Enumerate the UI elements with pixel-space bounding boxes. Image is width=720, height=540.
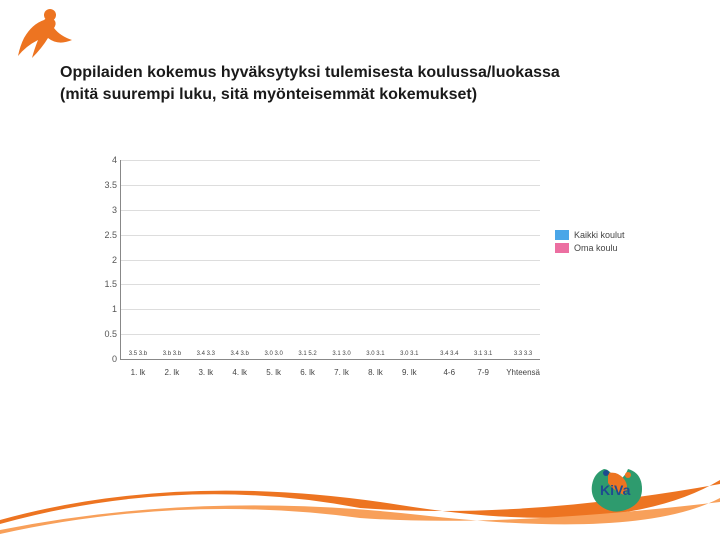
bar-value-label: 3.4 [231, 351, 239, 357]
bar-value-label: 3.4 [197, 351, 205, 357]
ytick-label: 0 [93, 354, 117, 364]
bar-value-label: 3.0 [342, 351, 350, 357]
gridline [121, 235, 540, 236]
bar-value-label: 5.2 [308, 351, 316, 357]
x-axis-label: 4-6 [443, 368, 455, 377]
bar-value-label: 3.0 [274, 351, 282, 357]
x-axis-label: 5. lk [266, 368, 281, 377]
bar-value-label: 3.1 [474, 351, 482, 357]
legend-label-all: Kaikki koulut [574, 230, 625, 240]
bar-value-label: 3.1 [376, 351, 384, 357]
x-axis-label: Yhteensä [506, 368, 540, 377]
title-line-1: Oppilaiden kokemus hyväksytyksi tulemise… [60, 62, 680, 84]
bar-value-label: 3.b [173, 351, 181, 357]
bar-value-label: 3.b [241, 351, 249, 357]
x-axis-label: 1. lk [131, 368, 146, 377]
ytick-label: 4 [93, 155, 117, 165]
gridline [121, 309, 540, 310]
legend-swatch-own [555, 243, 569, 253]
gridline [121, 284, 540, 285]
bar-value-label: 3.3 [524, 351, 532, 357]
title-line-2: (mitä suurempi luku, sitä myönteisemmät … [60, 84, 680, 106]
x-axis-label: 8. lk [368, 368, 383, 377]
ytick-label: 1.5 [93, 279, 117, 289]
legend-item-own: Oma koulu [555, 243, 625, 253]
gridline [121, 185, 540, 186]
bar-value-label: 3.4 [440, 351, 448, 357]
ytick-label: 3.5 [93, 180, 117, 190]
bar-value-label: 3.b [139, 351, 147, 357]
x-axis-label: 9. lk [402, 368, 417, 377]
chart-plot: 3.53.b1. lk3.b3.b2. lk3.43.33. lk3.43.b4… [120, 160, 540, 360]
gridline [121, 334, 540, 335]
kiva-logo: KiVa [584, 459, 648, 522]
ytick-label: 2.5 [93, 230, 117, 240]
legend-item-all: Kaikki koulut [555, 230, 625, 240]
bar-value-label: 3.3 [514, 351, 522, 357]
ytick-label: 2 [93, 255, 117, 265]
ytick-label: 0.5 [93, 329, 117, 339]
gridline [121, 210, 540, 211]
legend-label-own: Oma koulu [574, 243, 618, 253]
bar-value-label: 3.0 [366, 351, 374, 357]
gridline [121, 160, 540, 161]
bar-value-label: 3.5 [129, 351, 137, 357]
legend-swatch-all [555, 230, 569, 240]
bar-value-label: 3.4 [450, 351, 458, 357]
x-axis-label: 7. lk [334, 368, 349, 377]
x-axis-label: 6. lk [300, 368, 315, 377]
ytick-label: 1 [93, 304, 117, 314]
bar-value-label: 3.0 [264, 351, 272, 357]
ytick-label: 3 [93, 205, 117, 215]
page-title: Oppilaiden kokemus hyväksytyksi tulemise… [60, 62, 680, 105]
chart-legend: Kaikki koulut Oma koulu [555, 230, 625, 256]
bar-value-label: 3.1 [410, 351, 418, 357]
x-axis-label: 2. lk [165, 368, 180, 377]
bar-value-label: 3.1 [332, 351, 340, 357]
acceptance-chart: 3.53.b1. lk3.b3.b2. lk3.43.33. lk3.43.b4… [90, 160, 630, 390]
gridline [121, 260, 540, 261]
bar-value-label: 3.0 [400, 351, 408, 357]
x-axis-label: 7-9 [477, 368, 489, 377]
x-axis-label: 3. lk [198, 368, 213, 377]
kiva-logo-text: KiVa [600, 482, 631, 498]
bar-value-label: 3.b [163, 351, 171, 357]
x-axis-label: 4. lk [232, 368, 247, 377]
bar-value-label: 3.1 [484, 351, 492, 357]
bar-value-label: 3.3 [207, 351, 215, 357]
bar-value-label: 3.1 [298, 351, 306, 357]
brand-figure-logo [14, 6, 76, 65]
